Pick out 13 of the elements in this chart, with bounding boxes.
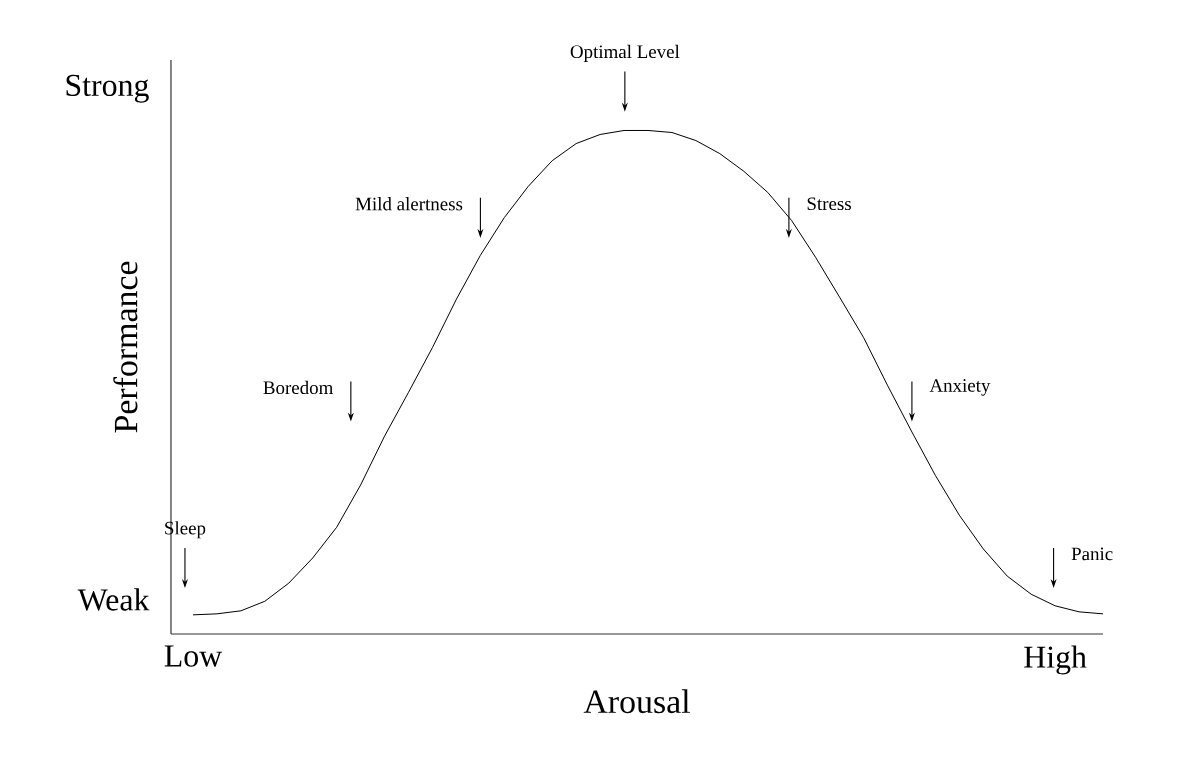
x-tick-label: High (1024, 645, 1087, 675)
y-axis-title: Performance (113, 261, 138, 433)
text: Weak (77, 588, 150, 611)
annotation: Panic (1071, 547, 1113, 561)
annotation: Sleep (165, 521, 206, 539)
text: Optimal Level (570, 44, 680, 62)
annotation: Stress (807, 197, 851, 211)
annotation: Mild alertness (355, 197, 463, 211)
annotation: Boredom (263, 380, 334, 395)
x-axis-title: Arousal (583, 689, 690, 714)
x-tick-label: Low (164, 645, 223, 667)
text: Strong (66, 74, 149, 103)
annotation: Anxiety (929, 379, 991, 396)
